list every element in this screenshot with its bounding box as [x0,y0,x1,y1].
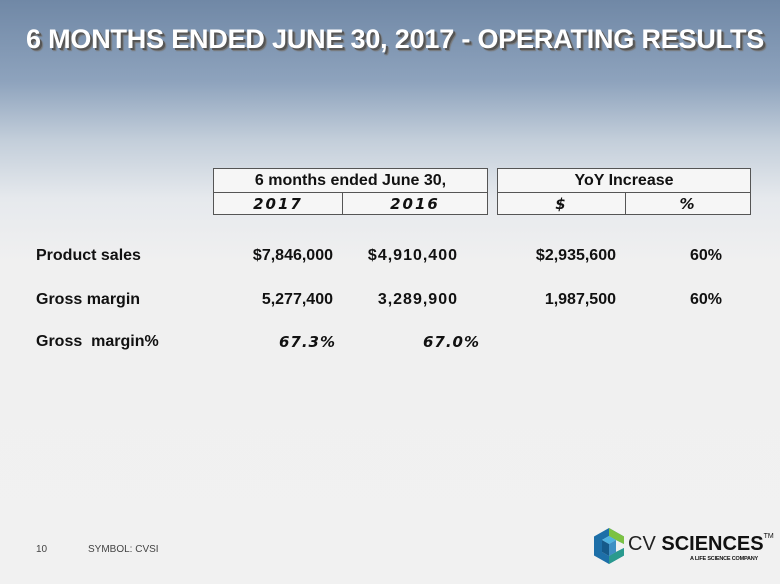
period-header: 6 months ended June 30, [214,169,487,193]
cv-sciences-logo: CV SCIENCESTM A LIFE SCIENCE COMPANY [592,527,774,567]
logo-sciences: SCIENCES [661,533,764,555]
value-2017: $7,846,000 [252,247,333,264]
value-2017: 67.3% [278,333,336,351]
year-2016-header: 2016 [390,195,440,213]
value-2016: 3,289,900 [377,291,458,308]
value-2017: 5,277,400 [261,291,333,308]
row-label: Product sales [36,247,141,264]
slide-title: 6 MONTHS ENDED JUNE 30, 2017 - OPERATING… [26,24,765,54]
logo-cv: CV [628,533,656,555]
yoy-dollar: $2,935,600 [535,247,616,264]
table-row-product-sales: Product sales $7,846,000 $4,910,400 $2,9… [0,247,780,267]
yoy-pct: 60% [689,247,722,264]
ticker-symbol: SYMBOL: CVSI [88,544,159,555]
value-2016: $4,910,400 [367,247,458,264]
table-row-gross-margin: Gross margin 5,277,400 3,289,900 1,987,5… [0,291,780,311]
period-header-box: 6 months ended June 30, 2017 2016 [213,168,488,215]
yoy-header: YoY Increase [498,169,750,193]
year-2017-header: 2017 [214,193,343,215]
yoy-header-box: YoY Increase $ % [497,168,751,215]
cube-logo-icon [594,528,624,564]
logo-tagline: A LIFE SCIENCE COMPANY [690,556,759,562]
page-number: 10 [36,544,48,555]
row-label: Gross margin [36,291,141,308]
logo-tm: TM [763,533,774,540]
yoy-dollar-header: $ [498,193,626,215]
value-2016: 67.0% [422,333,480,351]
table-row-gross-margin-pct: Gross margin% 67.3% 67.0% [0,333,780,353]
row-label: Gross margin% [36,333,159,350]
yoy-pct: 60% [689,291,722,308]
yoy-pct-header: % [679,195,697,213]
yoy-dollar: 1,987,500 [544,291,616,308]
